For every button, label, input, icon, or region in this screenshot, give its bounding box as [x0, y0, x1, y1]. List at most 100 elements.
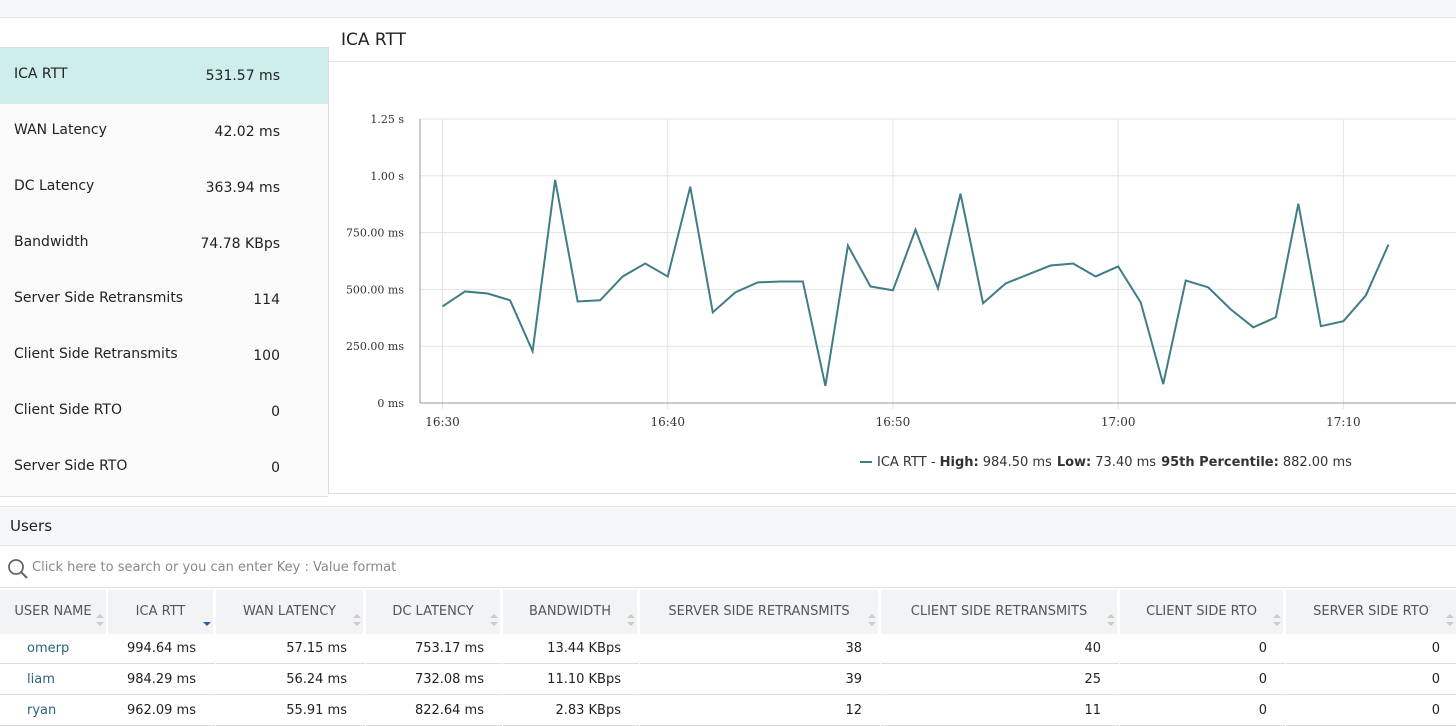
search-placeholder: Click here to search or you can enter Ke… [32, 560, 397, 575]
search-icon [8, 559, 28, 579]
y-tick-label: 1.25 s [370, 113, 404, 126]
column-header-label: DC LATENCY [392, 604, 474, 619]
sort-icon [96, 603, 104, 626]
user-link[interactable]: ryan [0, 696, 108, 726]
y-tick-label: 1.00 s [370, 170, 404, 183]
table-cell: 0 [1120, 665, 1285, 695]
metric-row: Client Side RTO 0 [0, 384, 328, 441]
column-header[interactable]: ICA RTT [108, 590, 213, 634]
legend-stat-value: 984.50 ms [983, 455, 1052, 470]
legend-stat-label: Low: [1057, 455, 1091, 470]
sort-icon [353, 603, 361, 626]
table-cell: 55.91 ms [216, 696, 365, 726]
metric-row: DC Latency 363.94 ms [0, 160, 328, 217]
table-cell: 962.09 ms [108, 696, 215, 726]
metric-value: 74.78 KBps [200, 236, 281, 252]
users-header: Users [0, 506, 1456, 546]
metric-name: Server Side RTO [14, 458, 128, 474]
user-link[interactable]: omerp [0, 634, 108, 664]
x-tick-label: 17:10 [1326, 415, 1361, 429]
column-header-label: CLIENT SIDE RTO [1146, 604, 1257, 619]
metric-name: Bandwidth [14, 234, 89, 250]
column-header[interactable]: DC LATENCY [366, 590, 500, 634]
column-header-label: ICA RTT [135, 604, 186, 619]
chart-title: ICA RTT [341, 30, 406, 50]
table-cell: 11.10 KBps [503, 665, 639, 695]
table-cell: 11 [881, 696, 1119, 726]
column-header[interactable]: CLIENT SIDE RTO [1120, 590, 1283, 634]
legend-stat-value: 73.40 ms [1095, 455, 1156, 470]
table-cell: 12 [640, 696, 880, 726]
table-cell: 0 [1120, 696, 1285, 726]
table-cell: 40 [881, 634, 1119, 664]
chart-panel: ICA RTT [329, 18, 1456, 494]
metric-value: 363.94 ms [205, 180, 280, 196]
table-cell: 0 [1286, 634, 1456, 664]
x-tick-label: 16:50 [876, 415, 911, 429]
column-header[interactable]: BANDWIDTH [503, 590, 637, 634]
metric-row: Server Side Retransmits 114 [0, 272, 328, 329]
metric-value: 42.02 ms [214, 124, 280, 140]
table-cell: 0 [1120, 634, 1285, 664]
sort-icon [1446, 603, 1454, 626]
sort-icon [627, 603, 635, 626]
x-tick-label: 17:00 [1101, 415, 1136, 429]
column-header-label: BANDWIDTH [529, 604, 611, 619]
table-cell: 0 [1286, 665, 1456, 695]
table-cell: 732.08 ms [366, 665, 502, 695]
table-cell: 2.83 KBps [503, 696, 639, 726]
metric-value: 100 [253, 348, 280, 364]
column-header[interactable]: WAN LATENCY [216, 590, 363, 634]
legend: ICA RTT - High: 984.50 ms Low: 73.40 ms 95th… [860, 455, 1352, 470]
legend-name: ICA RTT [877, 455, 927, 470]
metric-value: 114 [253, 292, 280, 308]
y-tick-label: 750.00 ms [346, 227, 404, 240]
metric-name: Client Side RTO [14, 402, 122, 418]
column-header-label: WAN LATENCY [243, 604, 336, 619]
metric-row: WAN Latency 42.02 ms [0, 104, 328, 161]
table-cell: 25 [881, 665, 1119, 695]
metric-value: 531.57 ms [205, 68, 280, 84]
sort-icon [1107, 603, 1115, 626]
table-cell: 39 [640, 665, 880, 695]
table-cell: 57.15 ms [216, 634, 365, 664]
sort-icon [868, 603, 876, 626]
column-header-label: CLIENT SIDE RETRANSMITS [910, 604, 1088, 619]
chart: 0 ms 250.00 ms 500.00 ms 750.00 ms 1.00 s 1.2… [346, 113, 1456, 470]
table-cell: 994.64 ms [108, 634, 215, 664]
search-box[interactable]: Click here to search or you can enter Ke… [0, 548, 1456, 588]
metric-row: Bandwidth 74.78 KBps [0, 216, 328, 273]
column-header[interactable]: SERVER SIDE RETRANSMITS [640, 590, 878, 634]
y-tick-label: 0 ms [377, 397, 404, 410]
divider [329, 61, 1456, 62]
table-cell: 38 [640, 634, 880, 664]
column-header[interactable]: CLIENT SIDE RETRANSMITS [881, 590, 1117, 634]
legend-stat-label: High: [940, 455, 979, 470]
top-bar [0, 0, 1456, 18]
metric-name: WAN Latency [14, 122, 107, 138]
column-header[interactable]: USER NAME [0, 590, 106, 634]
sort-icon [1273, 603, 1281, 626]
metric-name: DC Latency [14, 178, 95, 194]
column-header[interactable]: SERVER SIDE RTO [1286, 590, 1456, 634]
table-cell: 13.44 KBps [503, 634, 639, 664]
user-link[interactable]: liam [0, 665, 108, 695]
legend-text: ICA RTT - High: 984.50 ms Low: 73.40 ms 95th… [877, 455, 1352, 470]
metrics-panel: ICA RTT 531.57 ms WAN Latency 42.02 ms DC La… [0, 47, 329, 497]
table-cell: 0 [1286, 696, 1456, 726]
metric-name: ICA RTT [14, 66, 68, 82]
metric-value: 0 [271, 460, 280, 476]
metric-name: Client Side Retransmits [14, 346, 178, 362]
legend-stat-value: 882.00 ms [1283, 455, 1352, 470]
metric-value: 0 [271, 404, 280, 420]
legend-stat-label: 95th Percentile: [1161, 455, 1279, 470]
y-tick-label: 500.00 ms [346, 283, 404, 296]
legend-sep: - [927, 455, 940, 470]
metric-row[interactable]: ICA RTT 531.57 ms [0, 48, 328, 105]
column-header-label: SERVER SIDE RTO [1313, 604, 1429, 619]
column-header-label: USER NAME [14, 604, 92, 619]
table-cell: 753.17 ms [366, 634, 502, 664]
table-cell: 822.64 ms [366, 696, 502, 726]
x-tick-label: 16:40 [650, 415, 685, 429]
